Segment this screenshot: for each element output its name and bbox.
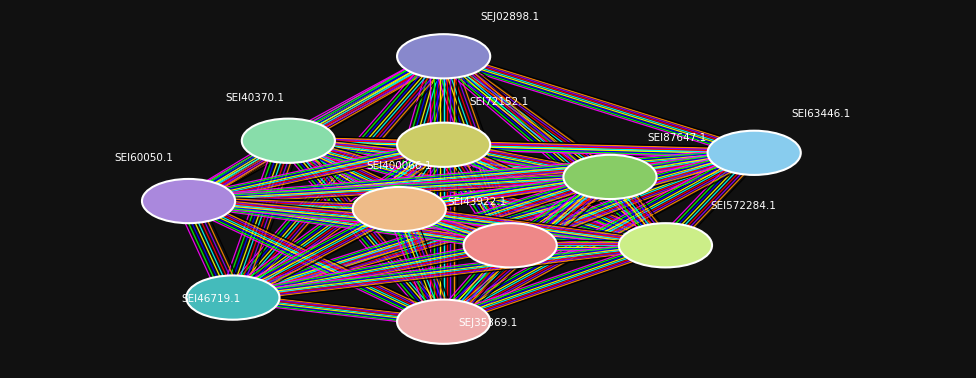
Ellipse shape	[142, 179, 235, 223]
Ellipse shape	[397, 34, 490, 78]
Text: SEI46719.1: SEI46719.1	[182, 294, 240, 304]
Ellipse shape	[186, 276, 279, 320]
Ellipse shape	[242, 119, 335, 163]
Ellipse shape	[397, 122, 490, 167]
Ellipse shape	[352, 187, 446, 231]
Ellipse shape	[563, 155, 657, 199]
Ellipse shape	[619, 223, 712, 267]
Text: SEI400066.1: SEI400066.1	[367, 161, 432, 171]
Text: SEI40370.1: SEI40370.1	[225, 93, 285, 102]
Text: SEI63446.1: SEI63446.1	[792, 108, 850, 119]
Text: SEI43922.1: SEI43922.1	[447, 197, 507, 207]
Text: SEI572284.1: SEI572284.1	[711, 201, 776, 211]
Text: SEJ35369.1: SEJ35369.1	[459, 318, 517, 328]
Ellipse shape	[397, 300, 490, 344]
Ellipse shape	[708, 131, 800, 175]
Text: SEI87647.1: SEI87647.1	[647, 133, 707, 143]
Ellipse shape	[464, 223, 556, 267]
Text: SEI60050.1: SEI60050.1	[115, 153, 174, 163]
Text: SEI72152.1: SEI72152.1	[469, 96, 529, 107]
Text: SEJ02898.1: SEJ02898.1	[480, 12, 540, 22]
